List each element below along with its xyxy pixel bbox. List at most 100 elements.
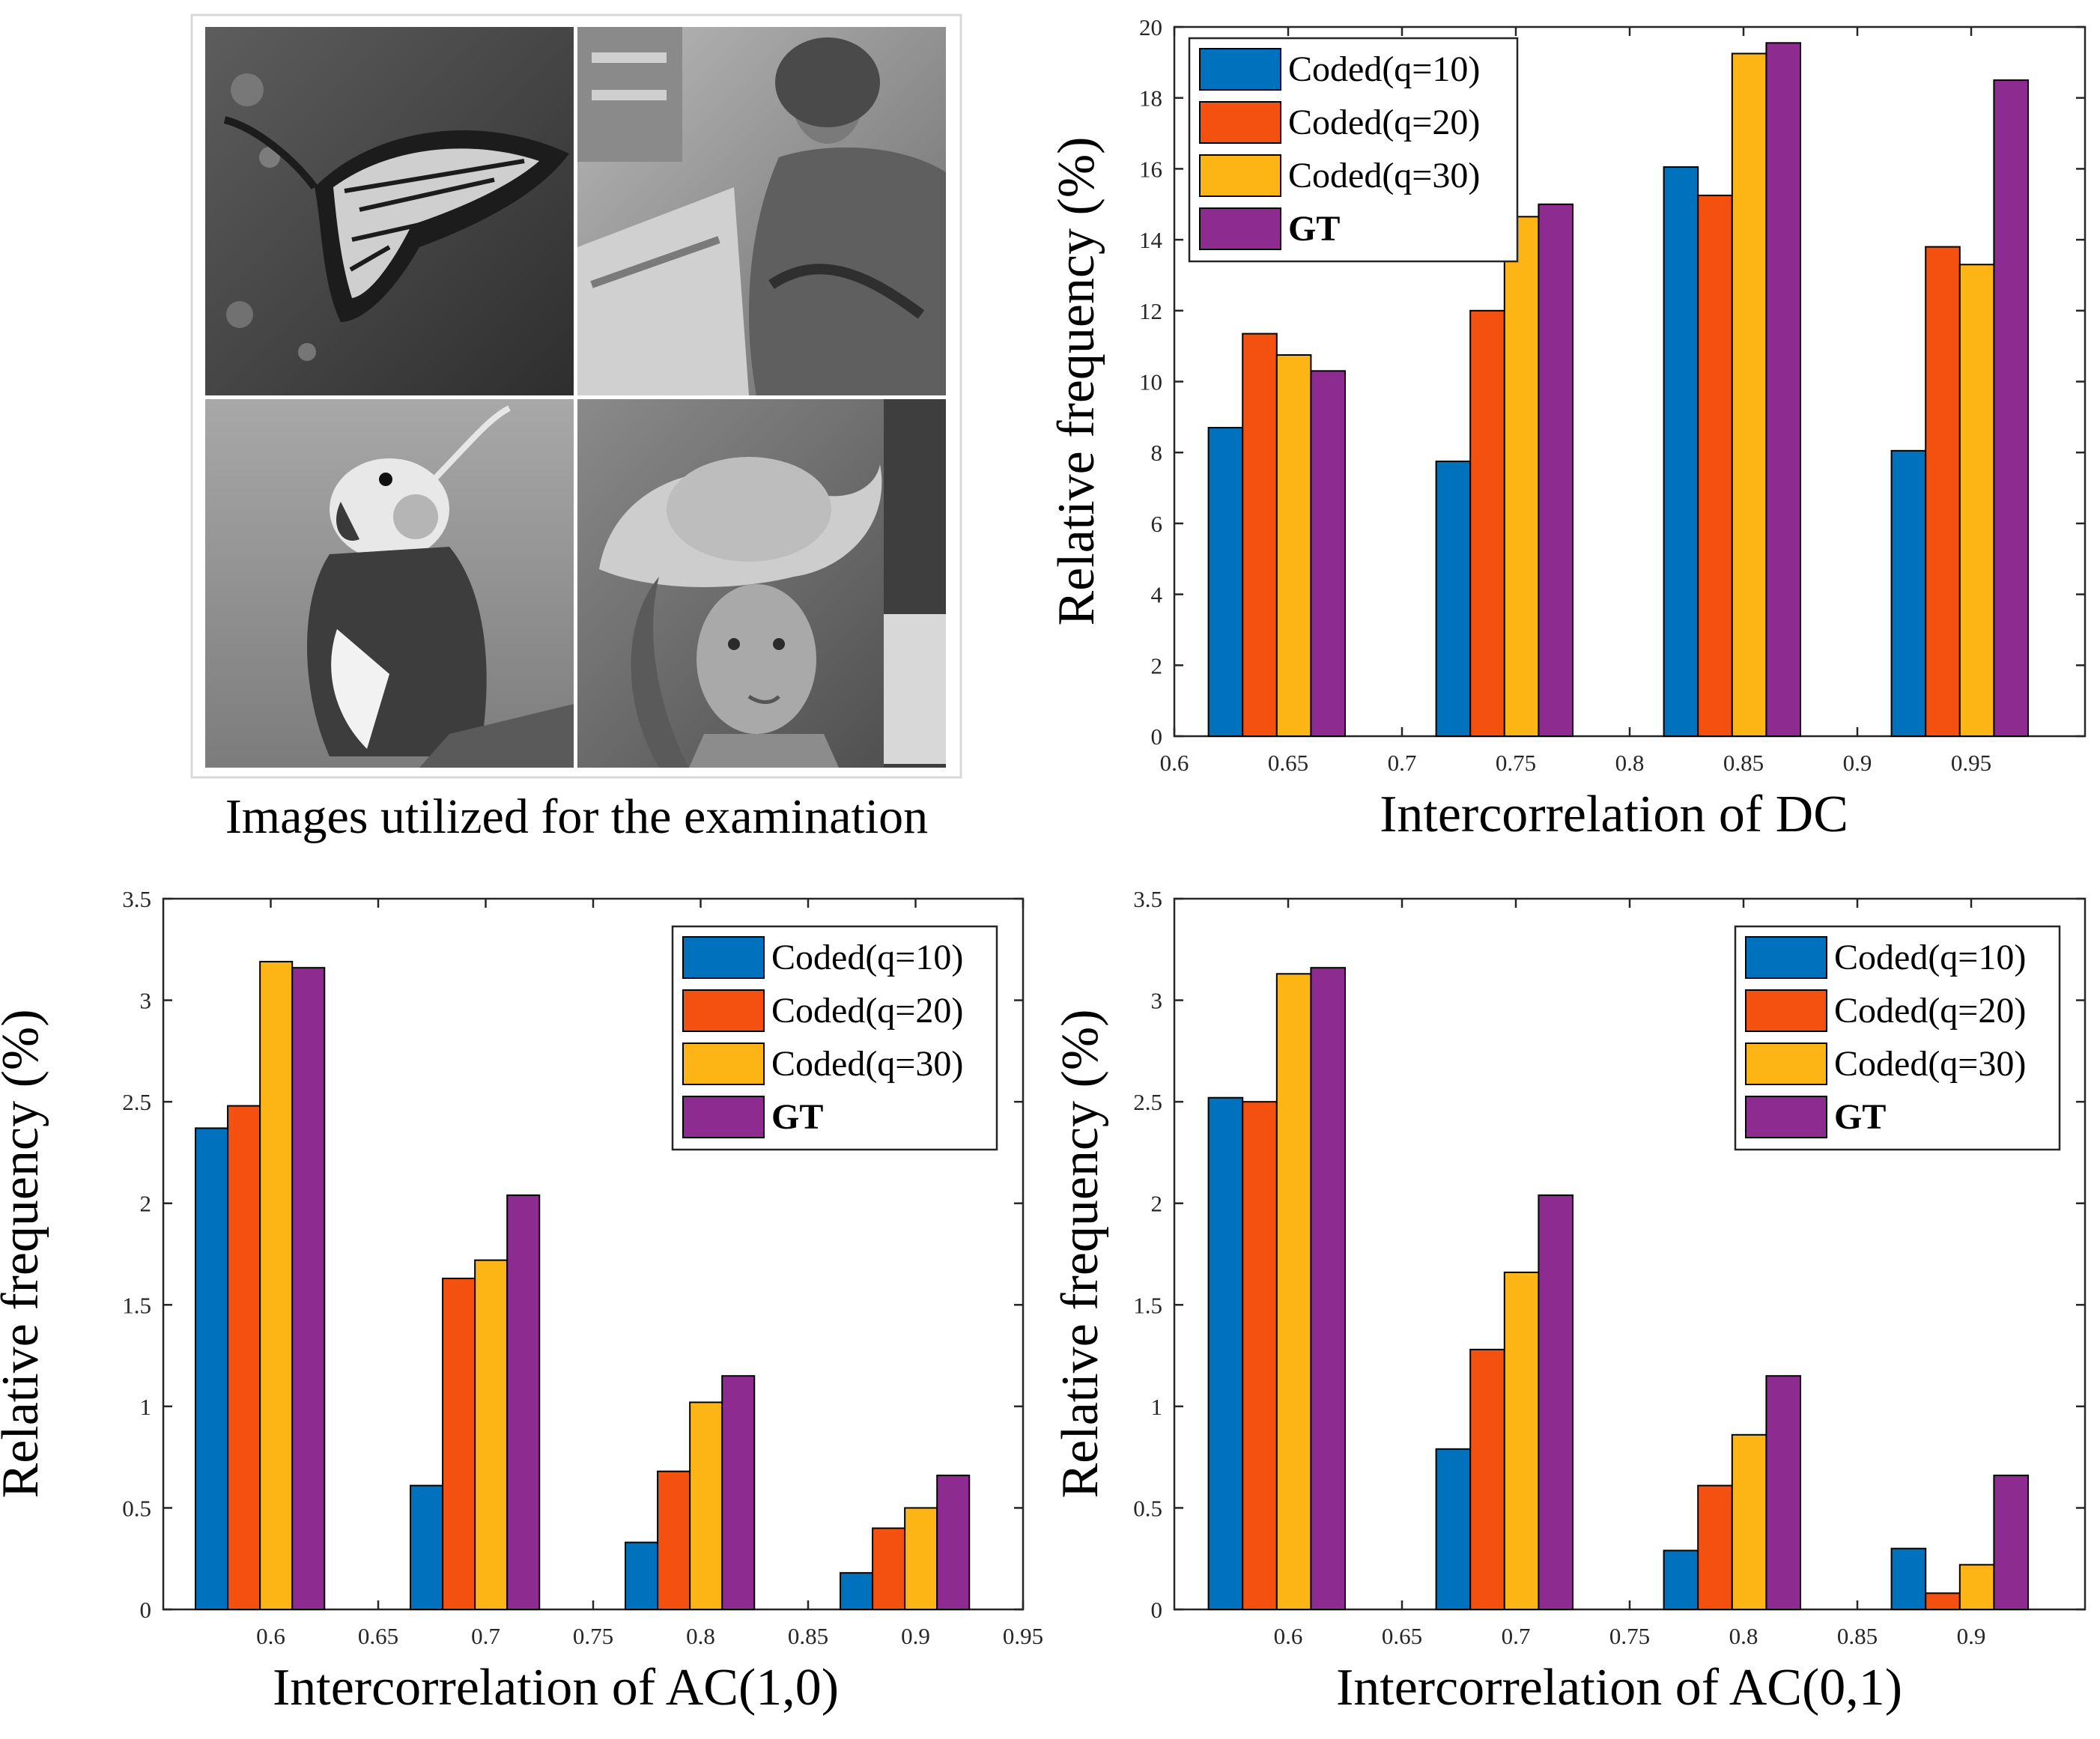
- photo-tile-parrot: [205, 399, 574, 768]
- chart-dc-ytick-label: 0: [1151, 723, 1163, 750]
- chart-dc-ylabel: Relative frequency (%): [1048, 136, 1105, 625]
- chart-ac10-ytick-label: 2: [140, 1191, 152, 1217]
- chart-ac01-legend: Coded(q=10) Coded(q=20) Coded(q=30) GT: [1734, 925, 2061, 1151]
- chart-ac01-bar-q20: [1697, 1484, 1733, 1611]
- chart-ac10-xtick-label: 0.85: [788, 1623, 828, 1649]
- chart-dc-xtick-label: 0.7: [1388, 750, 1417, 776]
- chart-dc-ytick-label: 12: [1139, 298, 1162, 324]
- chart-ac01-bar-q30: [1958, 1564, 1995, 1611]
- chart-ac10-ylabel: Relative frequency (%): [0, 1009, 49, 1498]
- chart-dc-xtick-label: 0.9: [1843, 750, 1872, 776]
- chart-ac01-bar-q10: [1890, 1547, 1927, 1611]
- chart-ac10-bar-q30: [259, 961, 294, 1611]
- chart-ac01-ytick-label: 0.5: [1133, 1495, 1162, 1521]
- chart-dc-xtick-label: 0.85: [1723, 750, 1764, 776]
- chart-ac10-xtick-label: 0.75: [573, 1623, 613, 1649]
- chart-ac01-xtick-label: 0.75: [1609, 1623, 1650, 1649]
- chart-dc-legend-label-gt: GT: [1288, 209, 1340, 249]
- chart-ac01-xtick-label: 0.9: [1957, 1623, 1986, 1649]
- photo-tile-butterfly: [205, 27, 574, 395]
- chart-ac10-ytick-label: 0.5: [122, 1495, 151, 1521]
- chart-ac10-legend-label-q30: Coded(q=30): [771, 1044, 963, 1084]
- chart-dc-bar-q20: [1925, 246, 1961, 737]
- chart-ac01-bar-gt: [1765, 1375, 1801, 1610]
- chart-ac01-bar-q20: [1242, 1101, 1278, 1610]
- chart-dc-bar-q10: [1435, 461, 1472, 737]
- chart-dc-ytick-label: 6: [1151, 511, 1163, 537]
- chart-dc-bar-q30: [1275, 353, 1312, 737]
- chart-ac01-ylabel: Relative frequency (%): [1051, 1009, 1109, 1498]
- chart-dc-bar-q10: [1663, 166, 1699, 738]
- chart-dc-ytick-label: 14: [1139, 227, 1163, 253]
- chart-ac01-bar-q10: [1207, 1096, 1244, 1610]
- chart-ac10-bar-q30: [904, 1507, 938, 1611]
- chart-dc-xtick-label: 0.65: [1268, 750, 1308, 776]
- chart-dc-legend-swatch-q20: [1199, 101, 1281, 144]
- chart-ac10-legend-swatch-q20: [682, 989, 765, 1032]
- chart-ac01-bar-q10: [1435, 1448, 1472, 1610]
- chart-dc-bar-q10: [1207, 427, 1244, 737]
- chart-dc-bar-q20: [1469, 309, 1505, 737]
- chart-dc-xtick-label: 0.8: [1615, 750, 1645, 776]
- chart-dc-legend-label-q10: Coded(q=10): [1288, 49, 1480, 89]
- chart-ac10-legend-label-q10: Coded(q=10): [771, 938, 963, 977]
- chart-ac01-xlabel: Intercorrelation of AC(0,1): [1336, 1659, 1902, 1717]
- chart-ac01-xtick-label: 0.6: [1274, 1623, 1303, 1649]
- chart-ac10-legend-swatch-gt: [682, 1096, 765, 1138]
- chart-dc-bar-q20: [1697, 194, 1733, 738]
- chart-dc-bar-q30: [1503, 216, 1540, 737]
- chart-ac10-ytick-label: 3: [140, 988, 152, 1014]
- chart-ac01-legend-swatch-q10: [1745, 936, 1827, 979]
- chart-ac10-bar-q10: [195, 1127, 229, 1611]
- chart-ac10-xtick-label: 0.95: [1003, 1623, 1043, 1649]
- chart-ac10-ytick-label: 0: [140, 1597, 152, 1623]
- chart-ac10-bar-q20: [657, 1470, 691, 1610]
- chart-dc-intercorrelation: 0 2 4 6 8 10 12 14 16 18 20 0.6 0.65 0.7 0.75 0.8 0.85 0.…: [1048, 14, 2087, 843]
- chart-dc-legend-label-q20: Coded(q=20): [1288, 103, 1480, 142]
- chart-ac10-bar-q30: [474, 1259, 509, 1610]
- chart-dc-legend-label-q30: Coded(q=30): [1288, 156, 1480, 195]
- chart-ac10-bar-q20: [227, 1105, 261, 1610]
- chart-ac01-xtick-label: 0.8: [1729, 1623, 1758, 1649]
- chart-ac10-bar-gt: [936, 1475, 971, 1610]
- chart-ac01-ytick-label: 1.5: [1133, 1292, 1162, 1318]
- chart-dc-bar-gt: [1993, 79, 2029, 737]
- chart-ac10-xtick-label: 0.9: [901, 1623, 930, 1649]
- chart-dc-ytick-label: 10: [1139, 369, 1162, 395]
- chart-ac01-legend-label-q10: Coded(q=10): [1834, 938, 2026, 977]
- chart-ac10-ytick-label: 1: [140, 1394, 152, 1420]
- chart-dc-bar-q20: [1242, 333, 1278, 737]
- chart-ac10-bar-q20: [872, 1527, 906, 1610]
- chart-dc-ytick-label: 18: [1139, 85, 1162, 112]
- chart-ac10-legend-label-q20: Coded(q=20): [771, 991, 963, 1031]
- chart-ac01-bar-gt: [1538, 1194, 1574, 1610]
- chart-ac10-bar-gt: [506, 1194, 541, 1610]
- chart-ac01-xtick-label: 0.65: [1382, 1623, 1422, 1649]
- chart-ac01-bar-q20: [1925, 1592, 1961, 1611]
- chart-dc-xtick-label: 0.95: [1951, 750, 1991, 776]
- chart-ac10-legend-swatch-q30: [682, 1043, 765, 1085]
- chart-ac01-ytick-label: 0: [1151, 1597, 1163, 1623]
- chart-ac10-xtick-label: 0.8: [686, 1623, 715, 1649]
- chart-dc-xlabel: Intercorrelation of DC: [1380, 786, 1848, 843]
- chart-ac01-bar-q30: [1503, 1271, 1540, 1610]
- chart-ac10-bar-q10: [410, 1484, 444, 1611]
- chart-dc-bar-q30: [1731, 52, 1767, 737]
- chart-dc-bar-q10: [1890, 449, 1927, 738]
- chart-ac10-legend-swatch-q10: [682, 936, 765, 979]
- photo-tile-woman-hat: [577, 399, 946, 768]
- chart-dc-ytick-label: 20: [1139, 14, 1162, 40]
- chart-ac01-bar-q20: [1469, 1348, 1505, 1610]
- chart-dc-legend-swatch-gt: [1199, 207, 1281, 250]
- chart-ac01-ytick-label: 1: [1151, 1394, 1163, 1420]
- photo-caption: Images utilized for the examination: [225, 789, 928, 844]
- chart-ac10-bar-gt: [721, 1375, 756, 1610]
- chart-ac01-bar-gt: [1993, 1475, 2029, 1610]
- chart-dc-bar-q30: [1958, 264, 1995, 737]
- chart-dc-bar-gt: [1538, 203, 1574, 737]
- chart-ac10-ytick-label: 1.5: [122, 1292, 151, 1318]
- chart-ac01-xtick-label: 0.85: [1837, 1623, 1878, 1649]
- chart-ac01-ytick-label: 2.5: [1133, 1089, 1162, 1115]
- image-grid-panel: Images utilized for the examination: [190, 13, 962, 844]
- chart-ac01-legend-label-q20: Coded(q=20): [1834, 991, 2026, 1031]
